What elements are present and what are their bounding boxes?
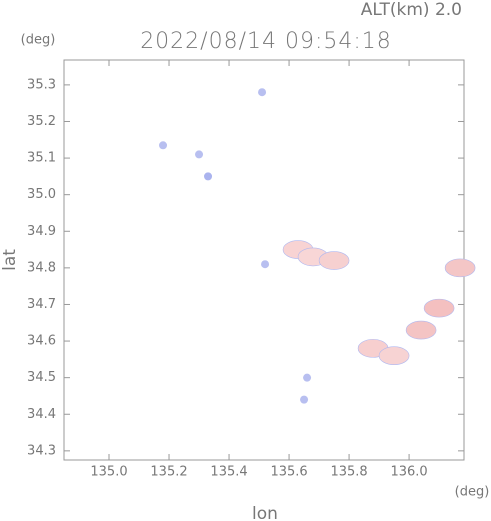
echo: [159, 141, 168, 150]
echo: [303, 373, 312, 382]
y-tick-label: 34.7: [27, 297, 56, 312]
x-unit: (deg): [455, 485, 490, 500]
x-tick-label: 135.6: [270, 465, 307, 480]
y-tick-label: 34.4: [27, 407, 56, 422]
y-tick-label: 34.5: [27, 370, 56, 385]
echo: [261, 260, 270, 269]
y-tick-label: 35.2: [27, 114, 56, 129]
x-tick-label: 135.4: [210, 465, 247, 480]
y-tick-label: 35.3: [27, 77, 56, 92]
y-tick-label: 35.1: [27, 151, 56, 166]
y-tick-label: 34.9: [27, 224, 56, 239]
y-tick-label: 34.3: [27, 443, 56, 458]
y-tick-label: 34.8: [27, 260, 56, 275]
x-tick-label: 136.0: [390, 465, 427, 480]
echo: [204, 172, 213, 181]
x-tick-label: 135.2: [150, 465, 187, 480]
chart-title: 2022/08/14 09:54:18: [140, 29, 392, 54]
x-axis-label: lon: [252, 504, 278, 521]
echo: [423, 298, 455, 318]
x-tick-label: 135.8: [330, 465, 367, 480]
echo: [258, 88, 267, 97]
echo: [444, 258, 476, 278]
x-tick-label: 135.0: [90, 465, 127, 480]
echo: [378, 346, 410, 365]
echo: [318, 251, 350, 270]
plot-frame: [63, 59, 465, 461]
y-tick-label: 35.0: [27, 187, 56, 202]
echo: [405, 320, 437, 340]
echo: [300, 395, 309, 404]
altitude-label: ALT(km) 2.0: [361, 0, 462, 20]
echo: [195, 150, 204, 159]
y-axis-label: lat: [0, 249, 20, 271]
y-tick-label: 34.6: [27, 334, 56, 349]
y-unit: (deg): [21, 33, 56, 48]
